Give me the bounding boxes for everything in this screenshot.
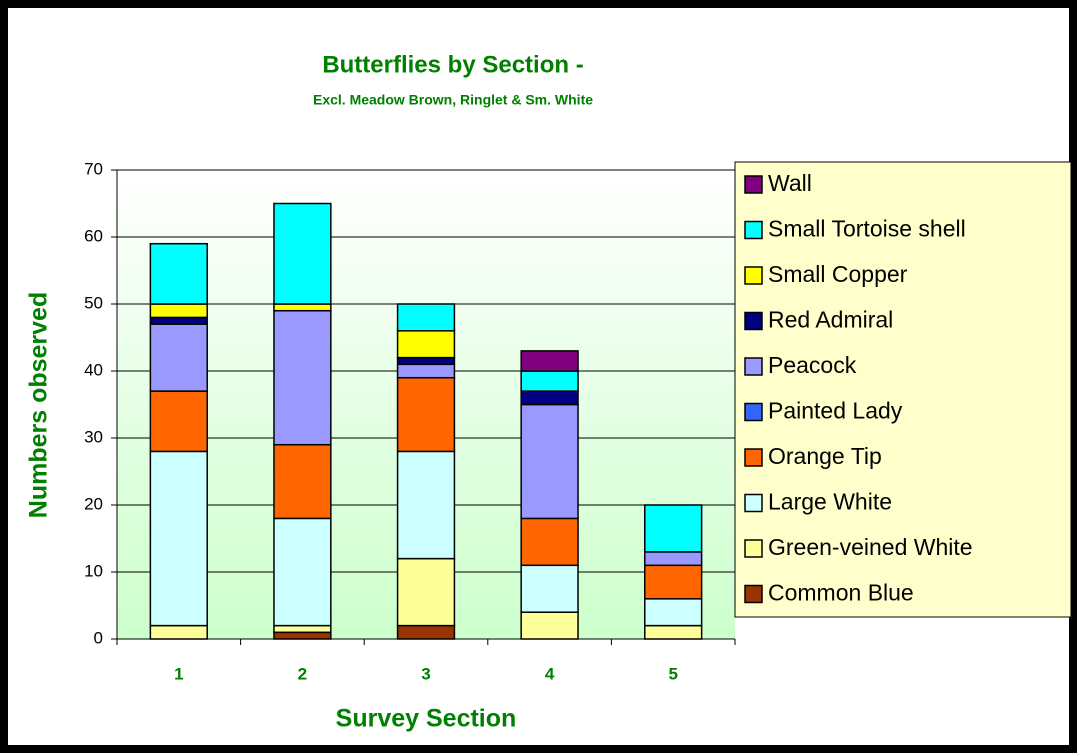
legend-label: Wall — [768, 170, 812, 196]
bar-segment — [149, 303, 208, 319]
x-tick-label: 2 — [298, 664, 307, 683]
legend-swatch — [744, 539, 763, 558]
y-tick-label: 0 — [94, 628, 103, 647]
bar-segment — [644, 504, 703, 553]
y-axis-label: Numbers observed — [25, 292, 53, 518]
bar-segment — [520, 350, 579, 372]
legend-swatch — [744, 357, 763, 376]
bar-segment — [273, 517, 332, 627]
bar-segment — [396, 363, 456, 379]
bar-segment — [149, 450, 208, 627]
bar-segment — [396, 624, 456, 640]
legend-swatch — [744, 448, 763, 467]
y-tick-label: 40 — [84, 360, 103, 379]
bar-segment — [149, 323, 208, 392]
x-tick-label: 5 — [668, 664, 677, 683]
legend-label: Red Admiral — [768, 307, 893, 333]
legend-swatch — [744, 175, 763, 194]
legend-label: Small Copper — [768, 261, 908, 287]
bar-segment — [644, 598, 703, 627]
bar-segment — [520, 390, 579, 406]
bar-segment — [396, 557, 456, 627]
legend-label: Large White — [768, 489, 892, 515]
legend-label: Painted Lady — [768, 398, 903, 424]
legend-box — [734, 161, 1072, 618]
y-tick-label: 20 — [84, 494, 103, 513]
bar-segment — [149, 624, 208, 640]
bar-segment — [273, 309, 332, 446]
bar-segment — [396, 376, 456, 453]
legend-swatch — [744, 584, 763, 604]
x-tick-label: 3 — [421, 664, 430, 683]
legend-label: Green-veined White — [768, 534, 973, 560]
bar-segment — [520, 611, 579, 640]
legend-label: Peacock — [768, 352, 857, 378]
bar-segment — [273, 443, 332, 520]
bar-segment — [273, 631, 332, 640]
legend-label: Common Blue — [768, 580, 914, 606]
y-tick-label: 30 — [84, 427, 103, 446]
bar-segment — [396, 330, 456, 359]
bar-segment — [520, 564, 579, 613]
legend-label: Small Tortoise shell — [768, 216, 966, 242]
y-tick-label: 10 — [84, 561, 103, 580]
chart-title: Butterflies by Section - — [322, 51, 583, 78]
bar-segment — [273, 303, 332, 312]
bar-segment — [644, 564, 703, 600]
x-axis-label: Survey Section — [336, 705, 517, 733]
bar-segment — [396, 303, 456, 332]
bar-segment — [273, 202, 332, 305]
bar-segment — [396, 356, 456, 366]
x-tick-label: 1 — [174, 664, 183, 683]
legend-swatch — [744, 493, 763, 513]
legend-swatch — [744, 402, 763, 422]
bar-segment — [149, 242, 208, 305]
legend-label: Orange Tip — [768, 443, 882, 469]
bar-segment — [273, 624, 332, 634]
bar-segment — [149, 390, 208, 453]
legend-swatch — [744, 311, 763, 331]
legend-swatch — [744, 266, 763, 285]
bar-segment — [149, 316, 208, 325]
bar-segment — [520, 517, 579, 567]
bar-segment — [644, 551, 703, 567]
bar-segment — [644, 624, 703, 640]
chart-subtitle: Excl. Meadow Brown, Ringlet & Sm. White — [313, 92, 593, 108]
bar-segment — [520, 403, 579, 520]
bar-segment — [520, 370, 579, 392]
y-tick-label: 70 — [84, 159, 103, 178]
bar-segment — [396, 450, 456, 560]
y-tick-label: 50 — [84, 293, 103, 312]
x-tick-label: 4 — [545, 664, 555, 683]
y-tick-label: 60 — [84, 226, 103, 245]
legend-swatch — [744, 220, 763, 240]
